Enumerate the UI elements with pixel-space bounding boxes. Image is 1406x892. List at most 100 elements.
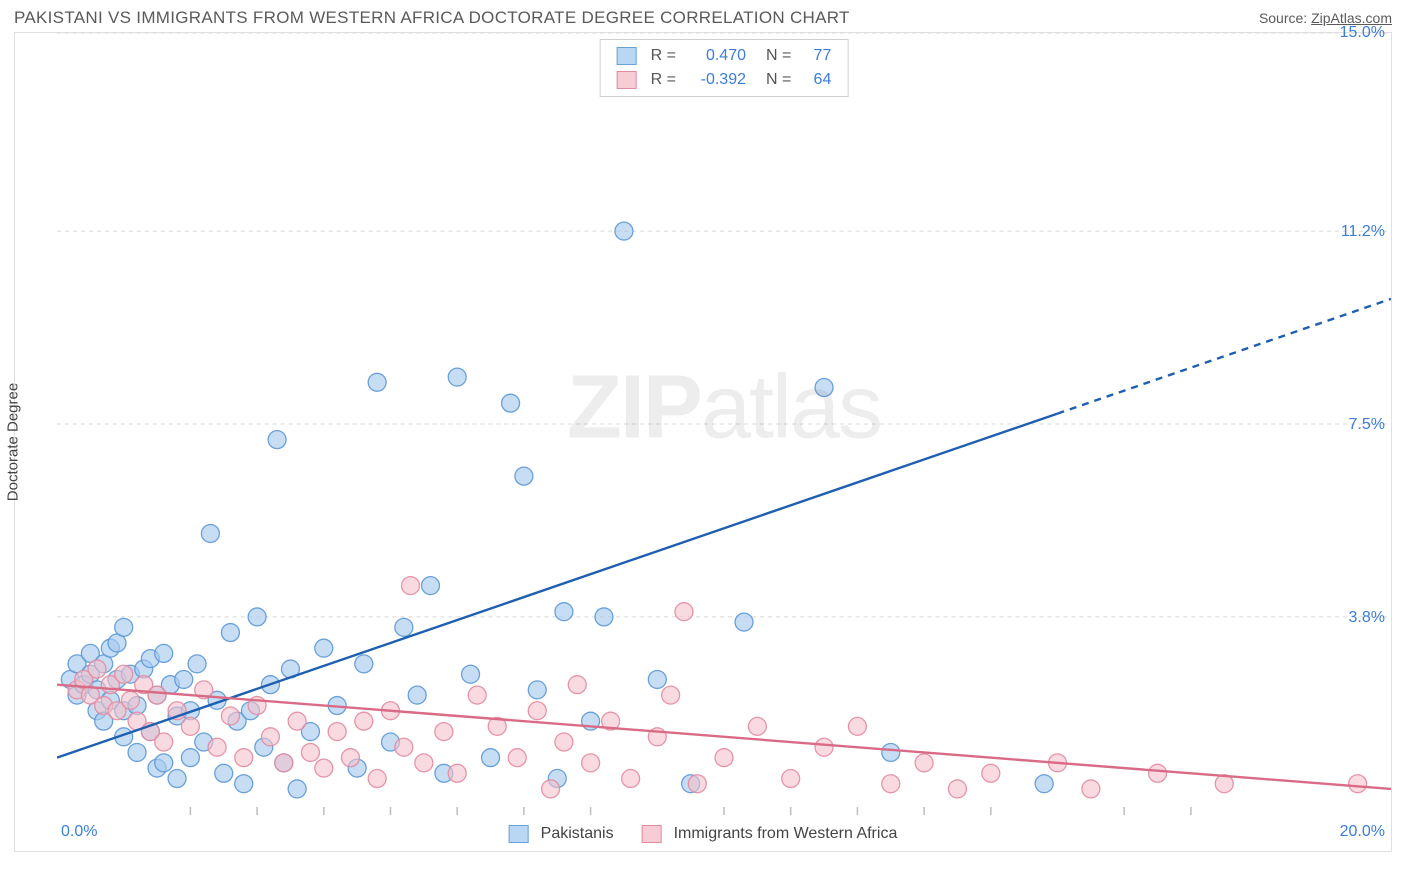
data-point xyxy=(201,525,219,543)
correlation-legend: R =0.470N =77R =-0.392N =64 xyxy=(600,39,849,97)
data-point xyxy=(735,613,753,631)
data-point xyxy=(301,743,319,761)
data-point xyxy=(148,686,166,704)
data-point xyxy=(1349,775,1367,793)
data-point xyxy=(462,665,480,683)
data-point xyxy=(115,665,133,683)
data-point xyxy=(1082,780,1100,798)
data-point xyxy=(688,775,706,793)
y-axis-label: Doctorate Degree xyxy=(5,383,22,501)
data-point xyxy=(782,770,800,788)
data-point xyxy=(168,770,186,788)
data-point xyxy=(221,624,239,642)
data-point xyxy=(675,603,693,621)
data-point xyxy=(555,733,573,751)
data-point xyxy=(422,577,440,595)
data-point xyxy=(88,660,106,678)
data-point xyxy=(815,379,833,397)
r-value: 0.470 xyxy=(686,44,746,68)
data-point xyxy=(261,728,279,746)
series-swatch xyxy=(509,825,529,843)
r-value: -0.392 xyxy=(686,68,746,92)
data-point xyxy=(115,618,133,636)
data-point xyxy=(568,676,586,694)
data-point xyxy=(355,712,373,730)
data-point xyxy=(288,712,306,730)
legend-item: Pakistanis xyxy=(509,825,614,843)
data-point xyxy=(662,686,680,704)
data-point xyxy=(121,691,139,709)
correlation-row: R = 0.470 N = 77 xyxy=(617,44,832,68)
data-point xyxy=(468,686,486,704)
regression-line xyxy=(57,414,1058,758)
data-point xyxy=(208,738,226,756)
y-gridline-label: 11.2% xyxy=(1341,223,1385,241)
data-point xyxy=(595,608,613,626)
y-gridline-label: 7.5% xyxy=(1349,416,1385,434)
data-point xyxy=(415,754,433,772)
data-point xyxy=(402,577,420,595)
data-point xyxy=(315,759,333,777)
plot-area: ZIPatlas R =0.470N =77R =-0.392N =64 xyxy=(57,33,1391,815)
chart-container: Doctorate Degree ZIPatlas R =0.470N =77R… xyxy=(14,32,1392,852)
data-point xyxy=(188,655,206,673)
data-point xyxy=(815,738,833,756)
data-point xyxy=(181,717,199,735)
legend-label: Immigrants from Western Africa xyxy=(674,825,898,843)
data-point xyxy=(648,670,666,688)
data-point xyxy=(355,655,373,673)
data-point xyxy=(395,738,413,756)
data-point xyxy=(528,702,546,720)
n-value: 77 xyxy=(801,44,831,68)
data-point xyxy=(982,764,1000,782)
legend-label: Pakistanis xyxy=(541,825,614,843)
data-point xyxy=(155,733,173,751)
data-point xyxy=(448,368,466,386)
data-point xyxy=(155,644,173,662)
data-point xyxy=(882,775,900,793)
data-point xyxy=(882,743,900,761)
data-point xyxy=(268,431,286,449)
data-point xyxy=(155,754,173,772)
data-point xyxy=(221,707,239,725)
data-point xyxy=(328,723,346,741)
data-point xyxy=(341,749,359,767)
data-point xyxy=(622,770,640,788)
data-point xyxy=(1035,775,1053,793)
n-label: N = xyxy=(766,44,791,68)
r-label: R = xyxy=(651,68,676,92)
data-point xyxy=(482,749,500,767)
data-point xyxy=(948,780,966,798)
series-swatch xyxy=(642,825,662,843)
data-point xyxy=(368,770,386,788)
data-point xyxy=(248,608,266,626)
legend-item: Immigrants from Western Africa xyxy=(642,825,898,843)
data-point xyxy=(315,639,333,657)
data-point xyxy=(1149,764,1167,782)
regression-line-extrapolated xyxy=(1058,299,1392,414)
x-axis-max-label: 20.0% xyxy=(1340,823,1385,841)
data-point xyxy=(408,686,426,704)
data-point xyxy=(515,467,533,485)
regression-line xyxy=(57,685,1391,789)
data-point xyxy=(435,723,453,741)
data-point xyxy=(582,754,600,772)
data-point xyxy=(542,780,560,798)
data-point xyxy=(368,373,386,391)
data-point xyxy=(288,780,306,798)
data-point xyxy=(275,754,293,772)
series-swatch xyxy=(617,71,637,89)
data-point xyxy=(615,222,633,240)
r-label: R = xyxy=(651,44,676,68)
data-point xyxy=(508,749,526,767)
data-point xyxy=(235,749,253,767)
data-point xyxy=(395,618,413,636)
data-point xyxy=(215,764,233,782)
n-label: N = xyxy=(766,68,791,92)
data-point xyxy=(715,749,733,767)
data-point xyxy=(448,764,466,782)
data-point xyxy=(555,603,573,621)
chart-title: PAKISTANI VS IMMIGRANTS FROM WESTERN AFR… xyxy=(14,8,850,28)
data-point xyxy=(181,749,199,767)
y-gridline-label: 3.8% xyxy=(1349,609,1385,627)
